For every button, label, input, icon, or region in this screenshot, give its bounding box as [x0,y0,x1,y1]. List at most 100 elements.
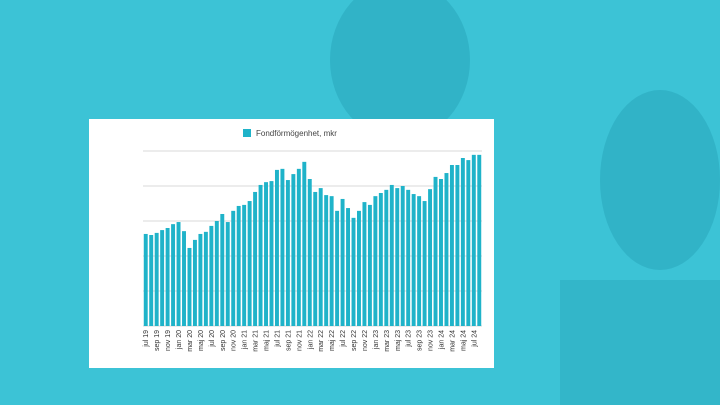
x-tick-label: maj 24 [460,330,467,351]
x-tick-label: sep 22 [351,330,358,351]
x-tick-label: mar 20 [187,330,194,352]
bar [357,210,361,326]
bar [444,173,449,326]
x-tick-label: sep 23 [417,330,424,351]
bar [269,181,274,326]
bar [209,225,214,326]
bar [198,233,203,326]
bar [192,239,197,326]
bar [264,182,268,326]
bar [362,202,367,326]
bar [422,201,427,326]
bar [242,204,247,326]
bar [296,168,301,326]
x-tick-label: jul 24 [471,330,478,348]
x-tick-label: sep 19 [154,330,161,351]
bar [471,154,476,326]
x-tick-label: jul 22 [340,330,347,348]
x-tick-label: jan 22 [307,330,314,350]
x-tick-label: nov 22 [362,330,369,351]
bar [258,184,263,326]
bar [176,222,181,326]
bar [285,180,290,326]
bar [149,235,154,326]
legend-label: Fondförmögenhet, mkr [256,129,337,138]
bar [247,201,252,326]
x-tick-label: mar 24 [449,330,456,352]
bar [154,232,159,326]
bar [449,165,454,326]
bar [182,231,186,326]
bar [187,247,192,326]
x-tick-label: maj 23 [395,330,402,351]
bar [439,179,443,326]
bar [313,191,318,326]
x-tick-label: jul 20 [209,330,216,348]
bar [324,195,329,326]
x-tick-label: jul 23 [406,330,413,348]
bar [477,154,482,326]
bar [384,189,389,326]
bar [203,231,208,326]
bar [351,217,356,326]
bar [225,222,230,326]
bar [395,188,400,326]
photo-shape [560,280,720,405]
x-tick-label: maj 20 [198,330,205,351]
bar [143,233,148,326]
bar [318,188,323,326]
bar [165,228,170,326]
bar [433,176,438,326]
x-tick-label: mar 22 [318,330,325,352]
bar [346,208,351,326]
bar [160,230,165,326]
x-tick-label: nov 21 [296,330,303,351]
bar [291,174,296,326]
photo-shape [600,90,720,270]
bar [329,196,334,326]
bar [460,158,465,326]
x-tick-label: nov 19 [165,330,172,351]
bar [307,179,312,326]
bar [417,196,422,326]
x-tick-label: mar 21 [253,330,260,352]
x-tick-label: jan 21 [242,330,249,350]
x-tick-label: jan 24 [438,330,445,350]
bar [466,160,471,326]
bar [400,186,405,326]
bar [340,198,345,326]
x-tick-label: jul 19 [143,330,150,348]
x-tick-label: nov 23 [428,330,435,351]
x-tick-label: sep 20 [220,330,227,351]
x-tick-label: jul 21 [274,330,281,348]
x-tick-label: nov 20 [231,330,238,351]
x-tick-label: jan 20 [176,330,183,350]
legend-swatch [243,129,251,137]
bar [280,168,285,326]
bar [274,169,279,326]
x-tick-label: sep 21 [285,330,292,351]
photo-shape [330,0,470,140]
bar [378,193,383,326]
x-tick-label: maj 21 [264,330,271,351]
bar [231,210,236,326]
x-tick-label: maj 22 [329,330,336,351]
bar [367,204,372,326]
bar [220,214,225,326]
bar [455,165,460,326]
bar [428,189,433,326]
x-tick-label: jan 23 [373,330,380,350]
bar [406,189,411,326]
bar [214,221,219,326]
x-tick-label: mar 23 [384,330,391,352]
bar [171,224,176,326]
bar [411,194,416,326]
bar [373,196,378,326]
bar [236,205,241,326]
bar [335,210,340,326]
bar [389,184,394,326]
bar [302,161,307,326]
bar [253,191,258,326]
